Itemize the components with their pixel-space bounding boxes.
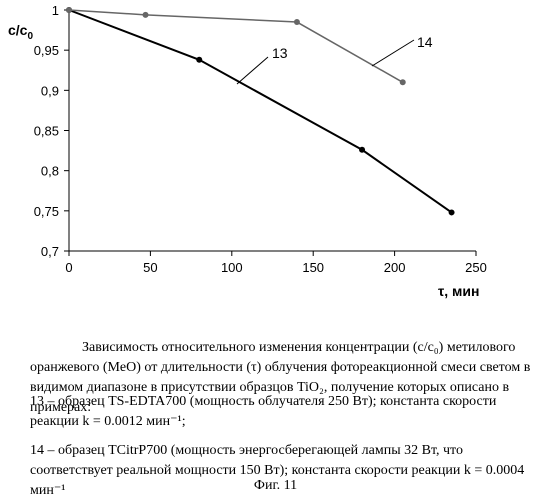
caption-item-14: 14 – образец TCitrP700 (мощность энергос… [30,443,525,498]
data-point-14 [142,11,149,18]
y-tick-label: 1 [52,3,59,18]
series-layer: 13 14 [66,7,455,216]
y-tick-label: 0,85 [34,124,59,139]
x-axis-title: τ, мин [438,283,479,299]
y-axis-title-subscript: 0 [27,31,33,42]
y-tick-label: 0,7 [41,244,59,259]
series-line-13 [68,9,453,214]
data-point-13 [359,146,366,153]
leader-line-13 [236,56,269,85]
data-point-13 [448,209,455,216]
x-tick-label: 200 [384,260,406,275]
caption-paragraph: Зависимость относительного изменения кон… [30,340,531,415]
series-label-13: 13 [272,45,288,61]
y-tick-label: 0,95 [34,43,59,58]
figure-label: Фиг. 11 [253,478,298,493]
series-label-14: 14 [417,34,433,50]
axes: 0,7 0,75 0,8 0,85 0,9 0,95 1 0 50 100 150 200 250 [34,3,487,275]
concentration-chart: 0,7 0,75 0,8 0,85 0,9 0,95 1 0 50 100 150 200 250 13… [8,3,487,299]
series-line-14 [68,9,404,83]
y-tick-label: 0,9 [41,83,59,98]
x-tick-label: 150 [302,260,324,275]
x-tick-label: 250 [465,260,487,275]
data-point-14 [293,19,300,26]
x-tick-label: 50 [143,260,157,275]
y-axis-title: c/c0 [8,22,33,42]
x-tick-label: 0 [65,260,72,275]
y-tick-label: 0,8 [41,164,59,179]
data-point-14 [399,79,406,86]
y-tick-label: 0,75 [34,204,59,219]
data-point-13 [196,56,203,63]
caption-item-13: 13 – образец TS-EDTA700 (мощность облуча… [30,394,497,429]
x-tick-label: 100 [221,260,243,275]
leader-line-14 [371,39,415,67]
data-point-14 [66,7,72,13]
